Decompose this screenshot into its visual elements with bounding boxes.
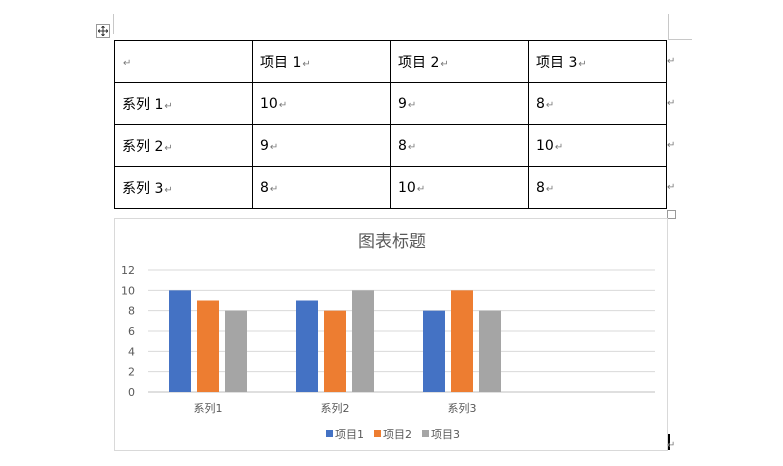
cell-end-mark: ↵ xyxy=(416,183,426,195)
table-header-row: ↵ 项目 1↵ 项目 2↵ 项目 3↵ xyxy=(114,40,667,83)
cell-text: 9 xyxy=(398,95,407,112)
cell-end-mark: ↵ xyxy=(545,99,555,111)
chart-title: 图表标题 xyxy=(358,232,426,252)
cell-end-mark: ↵ xyxy=(407,141,417,153)
cell-text: 系列 3 xyxy=(122,180,164,197)
table-cell[interactable]: 10↵ xyxy=(252,82,391,125)
cell-text: 项目 1 xyxy=(260,54,302,71)
table-cell[interactable]: 8↵ xyxy=(528,166,667,209)
x-tick-label: 系列3 xyxy=(448,401,477,415)
legend-swatch xyxy=(326,430,333,437)
cell-text: 系列 2 xyxy=(122,138,164,155)
cell-end-mark: ↵ xyxy=(164,184,173,196)
bar xyxy=(324,310,346,392)
data-table[interactable]: ↵ 项目 1↵ 项目 2↵ 项目 3↵ 系列 1↵ 10↵ 9↵ 8↵ 系列 2↵ 9↵ 8↵ 10↵… xyxy=(114,40,667,209)
cell-end-mark: ↵ xyxy=(123,57,132,69)
table-row: 系列 3↵ 8↵ 10↵ 8↵ xyxy=(114,166,667,209)
bar xyxy=(423,310,445,392)
y-tick-label: 2 xyxy=(128,366,135,379)
cell-end-mark: ↵ xyxy=(164,100,173,112)
bar xyxy=(225,310,247,392)
bar xyxy=(451,290,473,392)
cell-end-mark: ↵ xyxy=(278,99,288,111)
legend-label: 项目2 xyxy=(383,428,412,441)
cell-text: 项目 2 xyxy=(398,54,440,71)
y-tick-label: 8 xyxy=(128,305,135,318)
bar xyxy=(352,290,374,392)
table-cell[interactable]: 10↵ xyxy=(528,124,667,167)
cell-text: 10 xyxy=(536,137,554,154)
table-cell[interactable]: 系列 1↵ xyxy=(114,82,253,125)
legend-label: 项目3 xyxy=(431,428,460,441)
legend-label: 项目1 xyxy=(335,428,364,441)
cell-text: 10 xyxy=(398,179,416,196)
cell-text: 系列 1 xyxy=(122,96,164,113)
page-margin-corner-top-right-h xyxy=(668,39,692,40)
cell-end-mark: ↵ xyxy=(407,99,417,111)
row-end-mark: ↵ xyxy=(667,140,676,151)
text-cursor xyxy=(668,434,670,450)
cell-text: 8 xyxy=(260,179,269,196)
cell-end-mark: ↵ xyxy=(269,183,279,195)
row-end-mark: ↵ xyxy=(667,56,676,67)
page-margin-corner-top-left-v xyxy=(113,14,114,34)
legend-swatch xyxy=(422,430,429,437)
cell-end-mark: ↵ xyxy=(302,58,311,70)
page-margin-corner-top-right-v xyxy=(668,14,669,39)
bar-chart: 图表标题 0 2 4 6 8 10 12 系列1 系列2 系列3 项目1 项目2 项目3 xyxy=(121,232,655,441)
cell-text: 10 xyxy=(260,95,278,112)
cell-text: 8 xyxy=(398,137,407,154)
cell-text: 项目 3 xyxy=(536,54,578,71)
y-tick-label: 10 xyxy=(121,284,135,297)
table-row: 系列 2↵ 9↵ 8↵ 10↵ xyxy=(114,124,667,167)
table-row: 系列 1↵ 10↵ 9↵ 8↵ xyxy=(114,82,667,125)
table-move-handle[interactable] xyxy=(96,24,110,38)
y-tick-label: 4 xyxy=(128,345,135,358)
table-cell[interactable]: 项目 1↵ xyxy=(252,40,391,83)
table-cell[interactable]: 9↵ xyxy=(252,124,391,167)
row-end-mark: ↵ xyxy=(667,182,676,193)
bar xyxy=(197,300,219,392)
table-cell[interactable]: 8↵ xyxy=(390,124,529,167)
cell-text: 8 xyxy=(536,179,545,196)
table-cell[interactable]: 项目 2↵ xyxy=(390,40,529,83)
cell-end-mark: ↵ xyxy=(554,141,564,153)
cell-end-mark: ↵ xyxy=(578,58,587,70)
x-tick-label: 系列1 xyxy=(194,401,223,415)
paragraph-mark: ↵ xyxy=(667,440,676,451)
chart-container[interactable]: 图表标题 0 2 4 6 8 10 12 系列1 系列2 系列3 项目1 项目2 项目3 xyxy=(114,218,668,451)
y-tick-label: 6 xyxy=(128,325,135,338)
cell-end-mark: ↵ xyxy=(164,142,173,154)
y-tick-label: 0 xyxy=(128,386,135,399)
table-cell[interactable]: 系列 3↵ xyxy=(114,166,253,209)
table-cell[interactable]: 9↵ xyxy=(390,82,529,125)
table-cell[interactable]: ↵ xyxy=(114,40,253,83)
move-arrows-icon xyxy=(98,26,108,36)
bar xyxy=(479,310,501,392)
y-tick-label: 12 xyxy=(121,264,135,277)
bar xyxy=(169,290,191,392)
cell-end-mark: ↵ xyxy=(269,141,279,153)
table-cell[interactable]: 系列 2↵ xyxy=(114,124,253,167)
table-cell[interactable]: 10↵ xyxy=(390,166,529,209)
table-cell[interactable]: 8↵ xyxy=(528,82,667,125)
table-cell[interactable]: 项目 3↵ xyxy=(528,40,667,83)
table-cell[interactable]: 8↵ xyxy=(252,166,391,209)
table-resize-handle[interactable] xyxy=(667,210,676,219)
cell-end-mark: ↵ xyxy=(545,183,555,195)
cell-end-mark: ↵ xyxy=(440,58,449,70)
x-tick-label: 系列2 xyxy=(321,401,350,415)
cell-text: 9 xyxy=(260,137,269,154)
row-end-mark: ↵ xyxy=(667,98,676,109)
bar xyxy=(296,300,318,392)
legend-swatch xyxy=(374,430,381,437)
cell-text: 8 xyxy=(536,95,545,112)
